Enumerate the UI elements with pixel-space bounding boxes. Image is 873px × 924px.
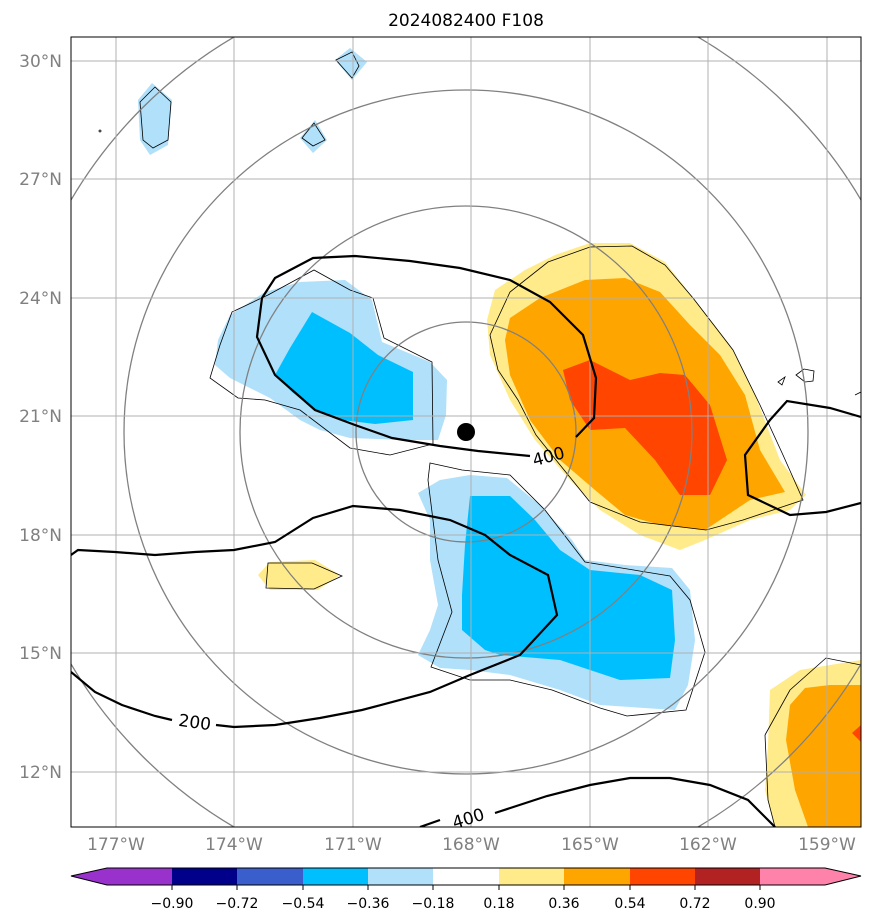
colorbar-segment [172,868,238,885]
colorbar-tick-label: −0.54 [282,896,325,912]
colorbar-under-arrow [71,868,107,885]
colorbar-segment [368,868,434,885]
lat-label: 30°N [19,52,62,72]
colorbar-tick-label: −0.18 [412,896,455,912]
lon-label: 171°W [324,835,382,855]
positive-anomaly-region [258,560,340,590]
negative-anomaly-region [335,48,367,80]
lon-label: 159°W [798,835,856,855]
lat-label: 12°N [19,763,62,783]
colorbar-segment [433,868,500,885]
lon-label: 174°W [205,835,263,855]
colorbar-outline [70,867,862,886]
colorbar-segment [695,868,761,885]
map-frame [70,36,862,828]
colorbar-over-arrow [825,868,861,885]
map-title: 2024082400 F108 [388,11,544,31]
colorbar-tick-label: −0.90 [151,896,194,912]
colorbar-tick-label: −0.72 [216,896,259,912]
colorbar-segment [760,868,825,885]
lat-label: 27°N [19,170,62,190]
colorbar-tick-label: 0.90 [744,896,775,912]
colorbar-segment [107,868,173,885]
colorbar-segment [499,868,565,885]
negative-anomaly-core [275,312,413,424]
lat-label: 21°N [19,407,62,427]
longitude-labels: 177°W 174°W 171°W 168°W 165°W 162°W 159°… [87,835,856,855]
range-rings [71,37,861,827]
graticule [71,37,861,827]
negative-anomaly-core [462,496,675,680]
lon-label: 168°W [442,835,500,855]
lon-label: 162°W [679,835,737,855]
positive-anomaly-core [786,685,861,827]
latitude-labels: 30°N 27°N 24°N 21°N 18°N 15°N 12°N [19,52,62,783]
lat-label: 18°N [19,526,62,546]
positive-anomaly-max [852,725,861,742]
negative-anomaly-region [300,120,327,153]
steering-contours [71,254,861,827]
colorbar-tick-label: 0.54 [614,896,645,912]
lat-label: 15°N [19,644,62,664]
contour-label: 200 [177,711,212,735]
lon-label: 165°W [561,835,619,855]
colorbar-segment [564,868,631,885]
colorbar-tick-label: 0.72 [679,896,710,912]
lat-label: 24°N [19,289,62,309]
colorbar-segment [237,868,304,885]
colorbar-tick-label: 0.36 [548,896,579,912]
negative-anomaly-region [138,83,172,155]
colorbar-tick-label: −0.36 [347,896,390,912]
colorbar-segment [303,868,369,885]
colorbar-segment [630,868,696,885]
positive-anomaly-max [563,360,727,495]
lon-label: 177°W [87,835,145,855]
anomaly-outlines [98,51,861,827]
colorbar-tick-label: 0.18 [483,896,514,912]
storm-center-marker [457,423,475,441]
colorbar: −0.90 −0.72 −0.54 −0.36 −0.18 0.18 0.36 … [70,867,862,912]
